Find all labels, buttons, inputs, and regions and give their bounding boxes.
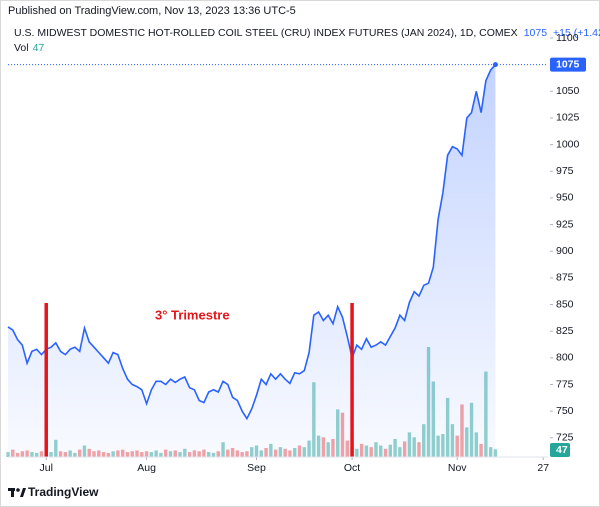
y-tick-label: 1000 — [556, 138, 580, 150]
header: U.S. MIDWEST DOMESTIC HOT-ROLLED COIL ST… — [14, 27, 600, 39]
y-tick-label: 825 — [556, 325, 574, 337]
x-tick-label: Oct — [344, 462, 360, 474]
volume-tag-label: 47 — [556, 444, 568, 456]
x-tick-label: 27 — [537, 462, 549, 474]
y-tick-label: 900 — [556, 245, 574, 257]
last-price: 1075 — [523, 27, 548, 39]
x-tick-label: Sep — [247, 462, 266, 474]
y-tick-label: 1100 — [556, 32, 579, 44]
price-area — [8, 64, 496, 457]
last-price-tag — [550, 57, 586, 72]
y-tick-label: 750 — [556, 405, 574, 417]
price-change: +15 (+1.42%) — [553, 27, 600, 39]
volume-name: Vol — [14, 42, 29, 54]
y-tick-label: 950 — [556, 192, 574, 204]
logo — [8, 488, 26, 497]
y-tick-label: 875 — [556, 272, 574, 284]
y-tick-label: 800 — [556, 352, 574, 364]
published-note: Published on TradingView.com, Nov 13, 20… — [8, 5, 296, 17]
chart-title: U.S. MIDWEST DOMESTIC HOT-ROLLED COIL ST… — [14, 27, 518, 39]
y-tick-label: 925 — [556, 218, 574, 230]
x-tick-label: Aug — [137, 462, 156, 474]
x-tick-label: Nov — [448, 462, 467, 474]
y-tick-label: 850 — [556, 298, 574, 310]
volume-tag — [550, 443, 570, 457]
y-tick-label: 1025 — [556, 112, 580, 124]
volume-bar — [493, 449, 498, 457]
volume-legend: Vol 47 — [14, 42, 44, 54]
y-tick-label: 775 — [556, 378, 574, 390]
last-price-tag-label: 1075 — [556, 58, 580, 70]
y-tick-label: 1050 — [556, 85, 580, 97]
brand: TradingView — [28, 485, 99, 499]
annotation: 3° Trimestre — [155, 307, 230, 322]
y-tick-label: 975 — [556, 165, 574, 177]
price-line — [7, 64, 496, 421]
y-tick-label: 725 — [556, 432, 574, 444]
last-point — [492, 62, 498, 68]
x-tick-label: Jul — [40, 462, 53, 474]
volume-last: 47 — [32, 42, 45, 54]
